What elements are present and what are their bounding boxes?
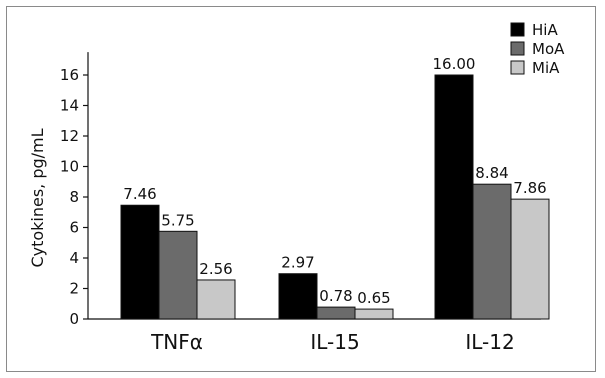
bar xyxy=(278,273,318,320)
legend-label: MoA xyxy=(532,40,565,58)
category-label: IL-12 xyxy=(465,330,514,354)
value-labels: 7.46 5.75 2.56 2.97 0.78 0.65 16.00 8.84 7.86 xyxy=(123,55,546,307)
chart-frame xyxy=(6,6,596,372)
bar-value-label: 0.78 xyxy=(319,287,352,305)
legend-swatch xyxy=(510,41,525,56)
y-tick-label: 12 xyxy=(60,127,79,145)
bar xyxy=(434,74,474,320)
bar-value-label: 0.65 xyxy=(357,289,390,307)
y-tick-label: 16 xyxy=(60,66,79,84)
bar-value-label: 2.97 xyxy=(281,254,314,272)
bar xyxy=(354,308,394,320)
bar xyxy=(510,198,550,320)
y-tick-label: 4 xyxy=(69,249,79,267)
y-axis-label: Cytokines, pg/mL xyxy=(28,128,47,267)
bar-value-label: 8.84 xyxy=(475,164,508,182)
legend-label: HiA xyxy=(532,21,558,39)
category-label: IL-15 xyxy=(310,330,359,354)
bar-value-label: 7.46 xyxy=(123,185,156,203)
bar xyxy=(120,204,160,320)
legend-swatch xyxy=(510,22,525,37)
bar-value-label: 2.56 xyxy=(199,260,232,278)
y-tick-label: 6 xyxy=(69,219,79,237)
bar xyxy=(316,306,356,320)
y-tick-label: 14 xyxy=(60,97,79,115)
bar-value-label: 5.75 xyxy=(161,211,194,229)
bar xyxy=(472,183,512,320)
bar xyxy=(158,230,198,320)
legend-label: MiA xyxy=(532,59,560,77)
bar-value-label: 7.86 xyxy=(513,179,546,197)
legend-swatch xyxy=(510,60,525,75)
bars xyxy=(120,74,550,320)
y-tick-label: 2 xyxy=(69,280,79,298)
y-tick-label: 0 xyxy=(69,310,79,328)
bar xyxy=(196,279,236,320)
y-axis: 0 2 4 6 8 10 12 14 16 xyxy=(60,52,89,328)
y-tick-label: 8 xyxy=(69,188,79,206)
category-label: TNFα xyxy=(150,330,203,354)
y-tick-label: 10 xyxy=(60,158,79,176)
bar-value-label: 16.00 xyxy=(433,55,476,73)
